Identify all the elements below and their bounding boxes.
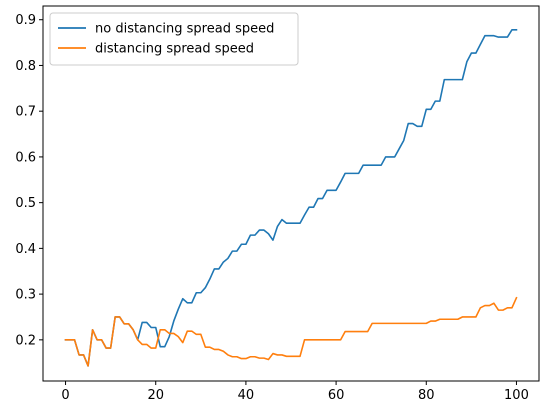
plot-area xyxy=(42,5,540,382)
series-line-1 xyxy=(64,28,518,367)
y-tick-label: 0.3 xyxy=(15,288,36,303)
y-tick-label: 0.9 xyxy=(15,13,36,28)
y-tick-label: 0.7 xyxy=(15,105,36,120)
legend: no distancing spread speed distancing spr… xyxy=(49,12,299,66)
x-tick-label: 100 xyxy=(504,388,529,403)
y-axis: 0.2 0.3 0.4 0.5 0.6 0.7 0.8 0.9 xyxy=(15,13,43,348)
x-tick-label: 60 xyxy=(328,388,345,403)
legend-box xyxy=(49,12,299,66)
y-tick-label: 0.2 xyxy=(15,333,36,348)
x-tick-label: 40 xyxy=(238,388,255,403)
axes-frame xyxy=(42,5,540,382)
x-tick-label: 80 xyxy=(418,388,435,403)
x-tick-label: 0 xyxy=(61,388,69,403)
y-tick-label: 0.5 xyxy=(15,196,36,211)
y-tick-label: 0.6 xyxy=(15,150,36,165)
legend-entries: no distancing spread speed distancing spr… xyxy=(58,22,274,57)
x-axis: 0 20 40 60 80 100 xyxy=(61,381,529,403)
legend-label-1: no distancing spread speed xyxy=(95,22,274,37)
y-tick-label: 0.8 xyxy=(15,59,36,74)
series-line-2 xyxy=(64,296,518,367)
legend-label-2: distancing spread speed xyxy=(95,42,254,57)
x-tick-label: 20 xyxy=(147,388,164,403)
series-layer xyxy=(64,28,518,367)
y-tick-label: 0.4 xyxy=(15,242,36,257)
